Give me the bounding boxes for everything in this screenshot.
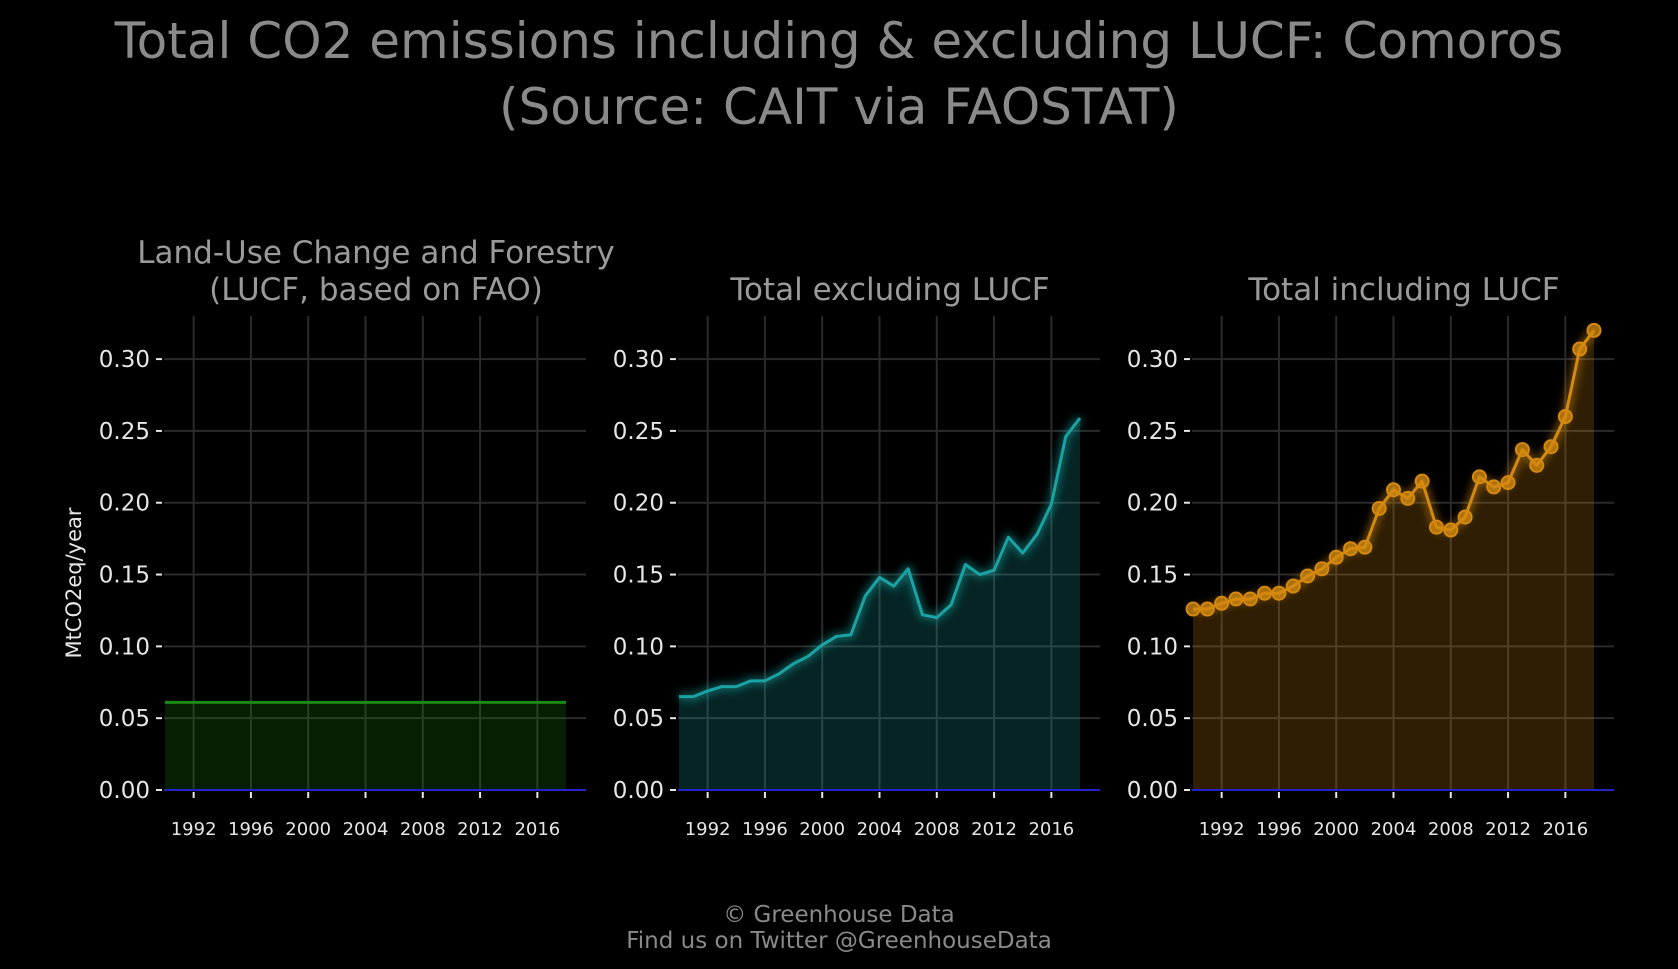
y-tick-label: 0.25 [1127, 419, 1178, 445]
y-tick-label: 0.15 [613, 563, 664, 589]
x-tick-label: 2000 [1313, 819, 1359, 840]
y-axis-label: MtCO2eq/year [62, 507, 86, 658]
data-point [1400, 490, 1416, 506]
y-tick-label: 0.00 [613, 778, 664, 804]
data-point [1371, 500, 1387, 516]
x-tick-label: 1992 [685, 819, 731, 840]
x-tick-label: 1996 [742, 819, 788, 840]
data-point [1557, 409, 1573, 425]
x-tick-label: 2008 [1428, 819, 1474, 840]
y-tick-label: 0.05 [99, 706, 150, 732]
x-tick-label: 2000 [799, 819, 845, 840]
data-point [1343, 541, 1359, 557]
data-point [1457, 509, 1473, 525]
data-point [1529, 457, 1545, 473]
y-tick-label: 0.05 [613, 706, 664, 732]
area-fill [679, 417, 1080, 790]
x-tick-label: 2000 [285, 819, 331, 840]
data-point [1386, 482, 1401, 498]
data-point [1471, 469, 1487, 485]
data-point [1300, 568, 1316, 584]
data-point [1257, 585, 1273, 601]
data-point [1428, 519, 1444, 535]
panel-title: Total excluding LUCF [729, 272, 1049, 308]
data-point [1543, 439, 1559, 455]
data-point [1242, 591, 1258, 607]
x-tick-label: 2012 [971, 819, 1017, 840]
data-point [1199, 601, 1215, 617]
y-tick-label: 0.30 [99, 347, 150, 373]
y-tick-label: 0.20 [99, 491, 150, 517]
data-point [1486, 479, 1502, 495]
data-point [1271, 585, 1287, 601]
x-tick-label: 2016 [1028, 819, 1074, 840]
data-point [1185, 601, 1201, 617]
footer-twitter: Find us on Twitter @GreenhouseData [626, 928, 1052, 954]
footer-copyright: © Greenhouse Data [723, 902, 955, 928]
area-fill [1193, 330, 1594, 790]
y-tick-label: 0.30 [1127, 347, 1178, 373]
x-tick-label: 2016 [1542, 819, 1588, 840]
y-tick-label: 0.10 [99, 634, 150, 660]
x-tick-label: 2008 [400, 819, 446, 840]
data-point [1586, 322, 1602, 338]
panel-title: Total including LUCF [1247, 272, 1559, 308]
x-tick-label: 2012 [1485, 819, 1531, 840]
y-tick-label: 0.20 [1127, 491, 1178, 517]
x-tick-label: 2016 [514, 819, 560, 840]
y-tick-label: 0.25 [99, 419, 150, 445]
data-point [1214, 595, 1230, 611]
data-point [1285, 578, 1301, 594]
y-tick-label: 0.15 [1127, 563, 1178, 589]
panel-total-excluding-lucf: Total excluding LUCF 0.00 0.05 0.10 0.15 0.20… [613, 272, 1100, 840]
x-tick-label: 2004 [857, 819, 903, 840]
data-point [1228, 591, 1244, 607]
data-point [1314, 561, 1330, 577]
data-point [1514, 442, 1530, 458]
x-tick-label: 1992 [1199, 819, 1245, 840]
data-point [1500, 475, 1516, 491]
y-tick-label: 0.30 [613, 347, 664, 373]
y-tick-label: 0.00 [99, 778, 150, 804]
x-tick-label: 2008 [914, 819, 960, 840]
y-tick-label: 0.00 [1127, 778, 1178, 804]
y-tick-label: 0.20 [613, 491, 664, 517]
y-tick-label: 0.25 [613, 419, 664, 445]
x-tick-label: 2004 [343, 819, 389, 840]
x-tick-label: 1996 [228, 819, 274, 840]
chart-title: Total CO2 emissions including & excludin… [114, 12, 1564, 70]
panel-title: (LUCF, based on FAO) [209, 272, 543, 308]
data-point [1328, 549, 1344, 565]
panel-title: Land-Use Change and Forestry [137, 235, 615, 271]
y-tick-label: 0.10 [613, 634, 664, 660]
x-tick-label: 1992 [171, 819, 217, 840]
panel-total-including-lucf: Total including LUCF 0.00 0.05 0.10 0.15 0.20… [1127, 272, 1614, 840]
data-point [1443, 522, 1459, 538]
x-tick-label: 2012 [457, 819, 503, 840]
x-tick-label: 1996 [1256, 819, 1302, 840]
x-tick-label: 2004 [1371, 819, 1417, 840]
y-tick-label: 0.15 [99, 563, 150, 589]
area-fill [165, 702, 566, 790]
y-tick-label: 0.05 [1127, 706, 1178, 732]
series-line [679, 417, 1082, 699]
panel-lucf: Land-Use Change and Forestry(LUCF, based… [99, 235, 615, 840]
data-point [1414, 473, 1430, 489]
data-point [1572, 341, 1588, 357]
data-point [1357, 539, 1373, 555]
y-tick-label: 0.10 [1127, 634, 1178, 660]
chart-subtitle: (Source: CAIT via FAOSTAT) [499, 78, 1179, 136]
